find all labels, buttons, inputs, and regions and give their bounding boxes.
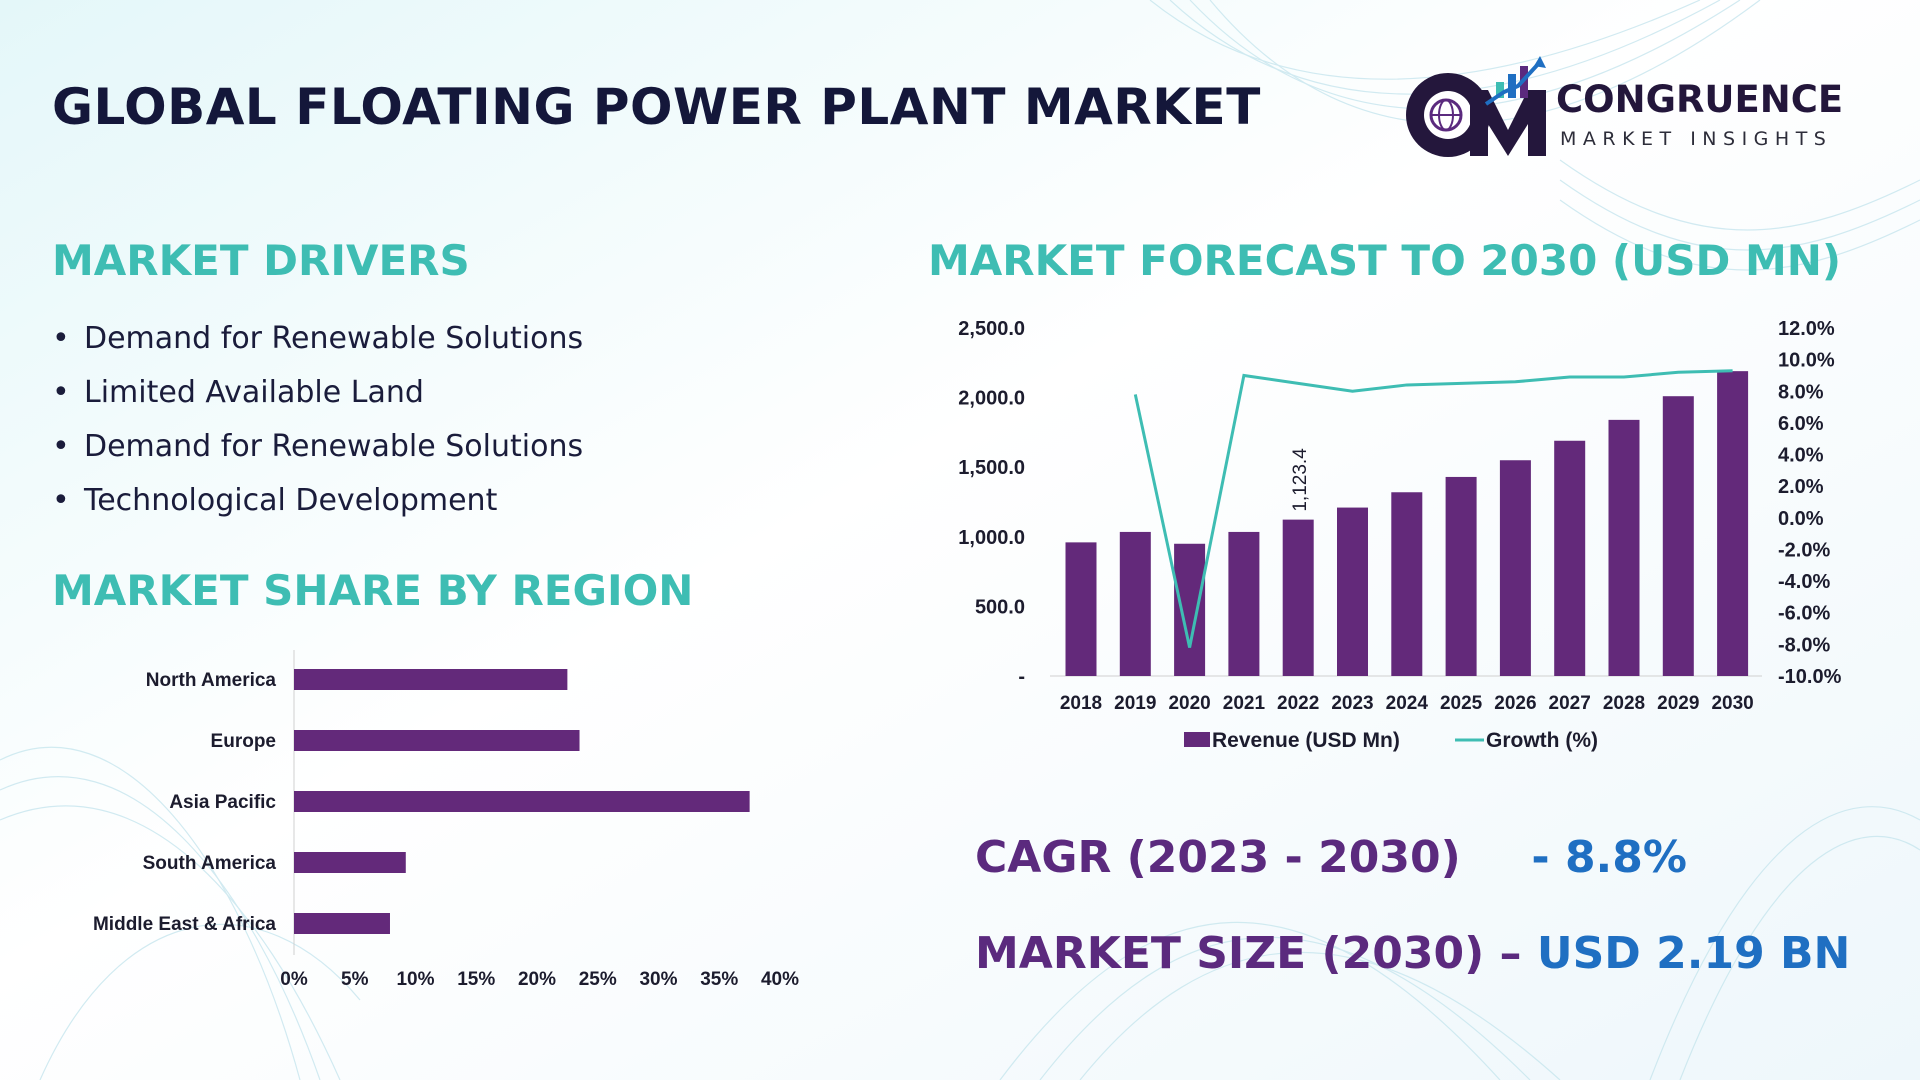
forecast-right-tick: 10.0% [1778, 350, 1835, 372]
forecast-left-tick: 1,000.0 [958, 527, 1025, 549]
region-bar [294, 730, 580, 751]
revenue-bar [1119, 531, 1151, 676]
revenue-bar [1228, 531, 1260, 676]
forecast-right-tick: -8.0% [1778, 634, 1830, 656]
market-drivers-heading: MARKET DRIVERS [52, 236, 470, 285]
forecast-x-tick: 2023 [1331, 693, 1373, 714]
region-bar [294, 913, 390, 934]
region-label: Asia Pacific [169, 792, 276, 813]
page-title: GLOBAL FLOATING POWER PLANT MARKET [52, 78, 1261, 136]
brand-logo: CONGRUENCE MARKET INSIGHTS [1400, 52, 1870, 164]
region-bar [294, 852, 406, 873]
forecast-x-tick: 2022 [1277, 693, 1319, 714]
forecast-x-tick: 2021 [1223, 693, 1266, 714]
driver-text: Limited Available Land [84, 375, 424, 410]
forecast-x-tick: 2028 [1603, 693, 1645, 714]
market-forecast-heading: MARKET FORECAST TO 2030 (USD MN) [928, 236, 1842, 285]
legend-revenue-swatch [1184, 732, 1210, 747]
forecast-right-tick: 12.0% [1778, 318, 1835, 340]
cagr-value: - 8.8% [1531, 832, 1687, 883]
region-bar [294, 669, 568, 690]
driver-text: Technological Development [84, 483, 498, 518]
forecast-right-tick: 8.0% [1778, 381, 1824, 403]
forecast-left-tick: 2,000.0 [958, 388, 1025, 410]
region-x-tick: 25% [579, 969, 617, 990]
region-bar [294, 791, 750, 812]
market-share-heading: MARKET SHARE BY REGION [52, 566, 694, 615]
logo-subtitle: MARKET INSIGHTS [1560, 128, 1833, 150]
region-label: Europe [211, 731, 276, 752]
region-x-tick: 30% [639, 969, 677, 990]
revenue-bar [1499, 460, 1531, 676]
driver-text: Demand for Renewable Solutions [84, 429, 584, 464]
region-label: Middle East & Africa [93, 914, 276, 935]
region-x-tick: 0% [280, 969, 308, 990]
region-x-tick: 15% [457, 969, 495, 990]
forecast-right-tick: 2.0% [1778, 476, 1824, 498]
region-x-tick: 5% [341, 969, 369, 990]
revenue-bar [1391, 492, 1423, 676]
revenue-bar [1282, 519, 1314, 676]
region-x-tick: 20% [518, 969, 556, 990]
revenue-bar [1717, 371, 1749, 676]
forecast-left-tick: 500.0 [975, 596, 1025, 618]
region-x-tick: 35% [700, 969, 738, 990]
cagr-label: CAGR (2023 - 2030) [975, 832, 1461, 883]
driver-item: • Limited Available Land [52, 375, 424, 410]
congruence-logo-icon [1406, 56, 1546, 157]
region-x-tick: 10% [396, 969, 434, 990]
forecast-x-tick: 2027 [1549, 693, 1591, 714]
forecast-x-tick: 2018 [1060, 693, 1102, 714]
region-label: North America [146, 670, 277, 691]
forecast-x-tick: 2029 [1657, 693, 1699, 714]
drivers-list: • Demand for Renewable Solutions • Limited… [52, 312, 583, 528]
forecast-x-tick: 2030 [1711, 693, 1753, 714]
revenue-bar [1445, 476, 1477, 676]
forecast-left-tick: - [1018, 666, 1025, 688]
driver-item: • Demand for Renewable Solutions [52, 321, 584, 356]
revenue-bar [1608, 419, 1640, 676]
forecast-right-tick: -2.0% [1778, 539, 1830, 561]
region-label: South America [143, 853, 277, 874]
revenue-bar [1337, 507, 1368, 676]
growth-line [1133, 369, 1733, 648]
forecast-right-tick: -6.0% [1778, 603, 1830, 625]
forecast-x-tick: 2024 [1386, 693, 1429, 714]
forecast-left-tick: 2,500.0 [958, 318, 1025, 340]
driver-item: • Demand for Renewable Solutions [52, 429, 584, 464]
revenue-bar [1554, 440, 1586, 676]
logo-name: CONGRUENCE [1556, 78, 1844, 121]
market-size-value: USD 2.19 BN [1536, 928, 1851, 979]
legend-revenue-label: Revenue (USD Mn) [1212, 729, 1400, 752]
forecast-x-tick: 2019 [1114, 693, 1156, 714]
legend-growth-label: Growth (%) [1486, 729, 1598, 752]
driver-item: • Technological Development [52, 483, 498, 518]
market-size-kpi: MARKET SIZE (2030) – USD 2.19 BN [975, 928, 1850, 979]
forecast-right-tick: 0.0% [1778, 508, 1824, 530]
region-x-tick: 40% [761, 969, 799, 990]
revenue-bar [1174, 543, 1206, 676]
forecast-right-tick: -10.0% [1778, 666, 1842, 688]
forecast-right-tick: -4.0% [1778, 571, 1830, 593]
forecast-right-tick: 6.0% [1778, 413, 1824, 435]
cagr-kpi: CAGR (2023 - 2030) - 8.8% [975, 832, 1687, 883]
revenue-data-label: 1,123.4 [1290, 448, 1311, 512]
forecast-left-tick: 1,500.0 [958, 457, 1025, 479]
forecast-x-tick: 2025 [1440, 693, 1483, 714]
forecast-right-tick: 4.0% [1778, 445, 1824, 467]
revenue-bar [1065, 542, 1097, 676]
market-size-label: MARKET SIZE (2030) – [975, 928, 1522, 979]
revenue-bar [1662, 396, 1694, 676]
driver-text: Demand for Renewable Solutions [84, 321, 584, 356]
forecast-x-tick: 2026 [1494, 693, 1536, 714]
forecast-x-tick: 2020 [1168, 693, 1210, 714]
